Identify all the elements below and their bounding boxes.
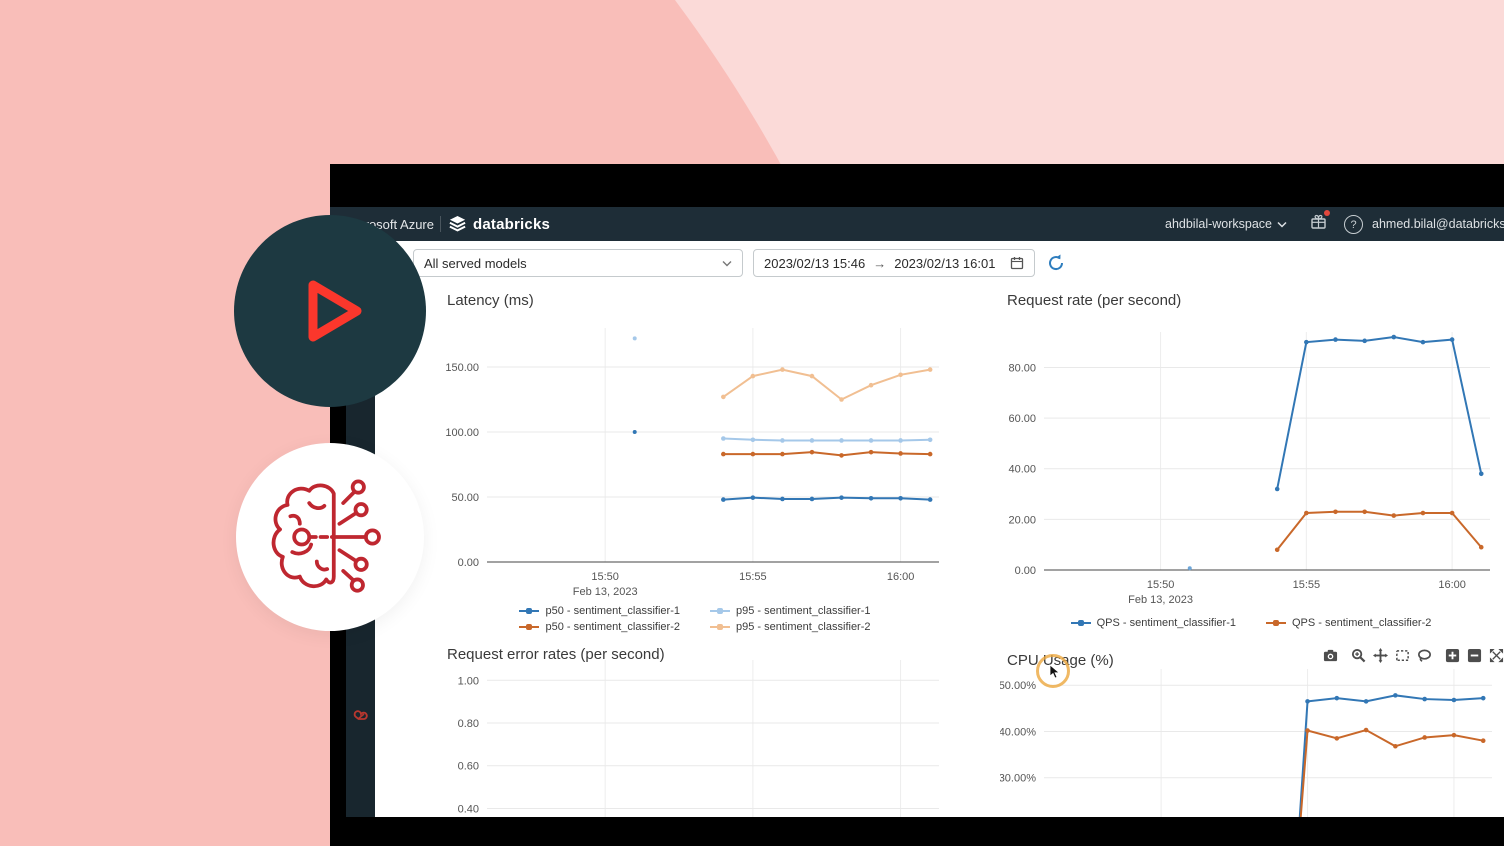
camera-icon[interactable] bbox=[1323, 648, 1338, 663]
svg-text:0.00: 0.00 bbox=[1015, 565, 1036, 577]
date-start: 2023/02/13 15:46 bbox=[764, 255, 866, 271]
databricks-brand[interactable]: databricks bbox=[448, 207, 550, 241]
nav-divider bbox=[440, 216, 441, 232]
legend-marker bbox=[519, 624, 540, 630]
cpu-usage-chart[interactable]: 50.00% 40.00% 30.00% bbox=[1000, 669, 1502, 817]
legend-item[interactable]: p95 - sentiment_classifier-1 bbox=[710, 605, 871, 617]
date-end: 2023/02/13 16:01 bbox=[894, 255, 996, 271]
svg-text:1.00: 1.00 bbox=[458, 675, 479, 687]
workspace-name: ahdbilal-workspace bbox=[1165, 217, 1273, 231]
legend-marker bbox=[710, 624, 730, 630]
svg-text:20.00: 20.00 bbox=[1008, 514, 1036, 526]
served-models-value: All served models bbox=[424, 255, 527, 271]
date-range-picker[interactable]: 2023/02/13 15:46 → 2023/02/13 16:01 bbox=[753, 249, 1035, 277]
svg-text:0.60: 0.60 bbox=[458, 761, 479, 773]
chart-modebar bbox=[1323, 648, 1504, 663]
legend-marker bbox=[1070, 620, 1091, 626]
whats-new-button[interactable] bbox=[1310, 207, 1330, 241]
legend-label: QPS - sentiment_classifier-1 bbox=[1096, 617, 1236, 629]
svg-text:Feb 13, 2023: Feb 13, 2023 bbox=[1128, 594, 1193, 606]
legend-label: p95 - sentiment_classifier-2 bbox=[736, 621, 871, 633]
error-rate-chart-title: Request error rates (per second) bbox=[447, 646, 665, 663]
dashboard-video-frame: Microsoft Azure databricks Search ⌘ + P bbox=[330, 164, 1504, 846]
latency-chart-title: Latency (ms) bbox=[447, 292, 534, 309]
svg-text:0.40: 0.40 bbox=[458, 803, 479, 815]
letterbox-top bbox=[330, 164, 1504, 207]
refresh-button[interactable] bbox=[1046, 253, 1066, 273]
legend-marker bbox=[1266, 620, 1286, 626]
legend-label: QPS - sentiment_classifier-2 bbox=[1292, 617, 1432, 629]
served-models-select[interactable]: All served models bbox=[413, 249, 743, 277]
svg-text:50.00%: 50.00% bbox=[1000, 680, 1036, 692]
svg-text:15:50: 15:50 bbox=[1147, 579, 1175, 591]
legend-item[interactable]: p95 - sentiment_classifier-2 bbox=[710, 621, 871, 633]
legend-marker bbox=[710, 608, 730, 614]
legend-item[interactable]: QPS - sentiment_classifier-2 bbox=[1266, 617, 1431, 629]
request-rate-chart[interactable]: 15:50 Feb 13, 2023 15:55 16:00 0.00 20.00 40.0… bbox=[1000, 314, 1502, 614]
help-glyph: ? bbox=[1350, 218, 1357, 231]
pan-icon[interactable] bbox=[1373, 648, 1388, 663]
autoscale-icon[interactable] bbox=[1489, 648, 1504, 663]
svg-text:0.00: 0.00 bbox=[458, 557, 479, 569]
zoom-icon[interactable] bbox=[1351, 648, 1366, 663]
lasso-select-icon[interactable] bbox=[1417, 648, 1432, 663]
legend-label: p95 - sentiment_classifier-1 bbox=[736, 605, 871, 617]
svg-text:150.00: 150.00 bbox=[445, 362, 479, 374]
user-account-menu[interactable]: ahmed.bilal@databricks bbox=[1372, 207, 1504, 241]
latency-legend: p50 - sentiment_classifier-1 p95 - sentim… bbox=[480, 605, 910, 633]
svg-text:15:55: 15:55 bbox=[1293, 579, 1321, 591]
letterbox-bottom bbox=[330, 817, 1504, 846]
svg-text:40.00: 40.00 bbox=[1008, 464, 1036, 476]
chevron-down-icon bbox=[1277, 221, 1287, 228]
calendar-icon bbox=[1010, 257, 1024, 270]
video-play-button[interactable] bbox=[234, 215, 426, 407]
cursor-highlight-ring bbox=[1036, 654, 1070, 688]
chevron-down-icon bbox=[722, 260, 732, 266]
legend-label: p50 - sentiment_classifier-2 bbox=[545, 621, 680, 633]
play-icon bbox=[308, 280, 362, 342]
request-rate-legend: QPS - sentiment_classifier-1 QPS - sentim… bbox=[1000, 617, 1502, 629]
zoom-out-icon[interactable] bbox=[1467, 648, 1482, 663]
brand-name: databricks bbox=[473, 215, 551, 233]
error-rate-chart[interactable]: 1.00 0.80 0.60 0.40 bbox=[435, 660, 947, 817]
legend-marker bbox=[519, 608, 540, 614]
svg-text:40.00%: 40.00% bbox=[1000, 726, 1036, 738]
top-navbar: Microsoft Azure databricks Search ⌘ + P bbox=[330, 207, 1504, 280]
svg-text:80.00: 80.00 bbox=[1008, 362, 1036, 374]
mouse-cursor-icon bbox=[1049, 664, 1061, 679]
legend-item[interactable]: p50 - sentiment_classifier-1 bbox=[519, 605, 680, 617]
svg-text:16:00: 16:00 bbox=[1438, 579, 1466, 591]
legend-item[interactable]: QPS - sentiment_classifier-1 bbox=[1070, 617, 1236, 629]
gift-icon bbox=[1311, 214, 1326, 229]
legend-label: p50 - sentiment_classifier-1 bbox=[545, 605, 680, 617]
svg-text:100.00: 100.00 bbox=[445, 427, 479, 439]
ai-brain-icon bbox=[271, 479, 381, 593]
databricks-logo-icon bbox=[449, 215, 466, 232]
box-select-icon[interactable] bbox=[1395, 648, 1410, 663]
svg-text:30.00%: 30.00% bbox=[1000, 773, 1036, 785]
svg-text:16:00: 16:00 bbox=[887, 571, 915, 583]
date-arrow: → bbox=[873, 255, 887, 271]
user-email: ahmed.bilal@databricks bbox=[1372, 217, 1504, 231]
request-rate-chart-title: Request rate (per second) bbox=[1007, 292, 1182, 309]
latency-chart[interactable]: 15:50 Feb 13, 2023 15:55 16:00 0.00 50.00 100.… bbox=[435, 314, 947, 604]
svg-text:Feb 13, 2023: Feb 13, 2023 bbox=[573, 586, 638, 598]
svg-text:60.00: 60.00 bbox=[1008, 413, 1036, 425]
svg-text:0.80: 0.80 bbox=[458, 718, 479, 730]
legend-item[interactable]: p50 - sentiment_classifier-2 bbox=[519, 621, 680, 633]
svg-text:50.00: 50.00 bbox=[451, 492, 479, 504]
dashboard-content bbox=[375, 241, 1504, 817]
workspace-switcher[interactable]: ahdbilal-workspace bbox=[1165, 207, 1287, 241]
svg-text:15:55: 15:55 bbox=[739, 571, 767, 583]
notification-dot bbox=[1324, 210, 1330, 216]
help-button[interactable]: ? bbox=[1344, 215, 1363, 234]
zoom-in-icon[interactable] bbox=[1445, 648, 1460, 663]
serving-icon[interactable] bbox=[353, 707, 369, 723]
svg-text:15:50: 15:50 bbox=[591, 571, 619, 583]
ai-brain-badge bbox=[236, 443, 424, 631]
